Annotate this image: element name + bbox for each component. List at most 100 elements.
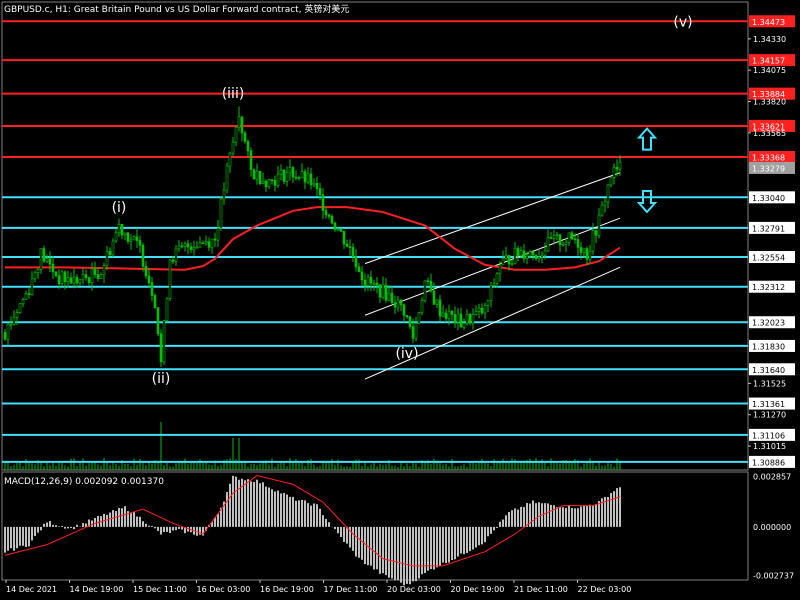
candle-body: [204, 241, 208, 244]
candle-body: [537, 256, 541, 259]
price-tick-label: 1.34075: [753, 66, 786, 75]
candle-body: [447, 310, 451, 319]
candle-body: [459, 313, 463, 328]
candle-body: [261, 180, 265, 184]
candle-body: [141, 244, 145, 267]
candle-body: [162, 320, 166, 363]
cyan-level-label: 1.31361: [752, 400, 785, 409]
cyan-level-tag: [749, 397, 795, 410]
candle-body: [606, 184, 610, 203]
candle-body: [588, 250, 592, 260]
candle-body: [153, 295, 157, 308]
candle-body: [219, 198, 223, 229]
candle-body: [363, 279, 367, 286]
cyan-level-label: 1.31830: [752, 342, 785, 351]
candle-body: [291, 167, 295, 178]
time-tick-label: 16 Dec 03:00: [197, 585, 251, 594]
candle-body: [345, 243, 349, 247]
candle-body: [468, 313, 472, 324]
candle-body: [450, 310, 454, 315]
candle-body: [420, 300, 424, 314]
candle-body: [39, 248, 43, 270]
candle-body: [105, 250, 109, 266]
candle-body: [501, 258, 505, 266]
candle-body: [435, 299, 439, 305]
candle-body: [165, 298, 169, 321]
price-axis: 1.34473 1.34157 1.33884 1.33621 1.33368 1.343…: [748, 15, 795, 580]
candle-body: [552, 235, 556, 239]
candle-body: [372, 282, 376, 285]
candle-body: [615, 167, 619, 170]
wave-label: (ii): [152, 371, 171, 387]
cyan-level-label: 1.32791: [752, 224, 785, 233]
candle-body: [54, 271, 58, 276]
candle-body: [60, 271, 64, 285]
candle-body: [429, 280, 433, 292]
candle-body: [495, 273, 499, 284]
channel-upper-line: [364, 172, 621, 265]
candle-body: [30, 278, 34, 295]
macd-panel: [4, 474, 621, 586]
candle-body: [123, 232, 127, 236]
arrow-down-icon: [636, 189, 658, 214]
candle-body: [63, 271, 67, 283]
price-tick-label: 1.31270: [753, 411, 786, 420]
time-tick-label: 16 Dec 19:00: [260, 585, 314, 594]
candle-body: [99, 274, 103, 279]
candle-body: [237, 116, 241, 128]
candle-body: [348, 246, 352, 248]
candle-body: [240, 116, 244, 134]
time-tick-label: 17 Dec 11:00: [324, 585, 378, 594]
candle-body: [273, 180, 277, 186]
price-tick-label: 1.33565: [753, 129, 786, 138]
candle-body: [114, 232, 118, 242]
candle-body: [24, 293, 28, 300]
candle-body: [222, 189, 226, 200]
candle-body: [543, 250, 547, 256]
candle-body: [375, 282, 379, 286]
candle-body: [492, 283, 496, 286]
candle-body: [303, 171, 307, 183]
red-level-label: 1.34473: [752, 18, 785, 27]
candle-body: [564, 242, 568, 245]
candle-body: [315, 182, 319, 189]
candle-body: [36, 269, 40, 273]
candle-body: [573, 238, 577, 241]
candle-body: [471, 314, 475, 324]
candle-body: [135, 236, 139, 241]
price-tick-label: 1.34330: [753, 35, 786, 44]
candle-body: [189, 246, 193, 251]
price-tick-label: 1.31015: [753, 442, 786, 451]
candle-body: [66, 277, 70, 283]
cyan-level-tag: [749, 428, 795, 441]
candle-body: [27, 293, 31, 295]
candle-body: [393, 302, 397, 308]
candle-body: [180, 245, 184, 248]
candle-body: [576, 239, 580, 248]
candle-body: [561, 244, 565, 246]
candle-body: [327, 214, 331, 217]
candle-body: [489, 285, 493, 301]
candle-body: [48, 258, 52, 265]
candle-body: [441, 312, 445, 317]
candle-body: [171, 259, 175, 262]
time-tick-label: 14 Dec 2021: [6, 585, 57, 594]
candle-body: [390, 292, 394, 304]
candle-body: [312, 182, 316, 186]
candle-body: [549, 237, 553, 239]
candle-body: [201, 242, 205, 245]
candle-body: [306, 173, 310, 183]
candle-body: [402, 304, 406, 316]
candles: [3, 106, 622, 367]
candle-body: [507, 254, 511, 265]
candle-body: [522, 250, 526, 259]
candle-body: [570, 232, 574, 240]
candle-body: [276, 173, 280, 186]
candle-body: [9, 323, 13, 326]
candle-body: [318, 188, 322, 196]
candle-body: [477, 307, 481, 312]
candle-body: [225, 165, 229, 191]
candle-body: [126, 232, 130, 242]
candle-body: [279, 169, 283, 175]
